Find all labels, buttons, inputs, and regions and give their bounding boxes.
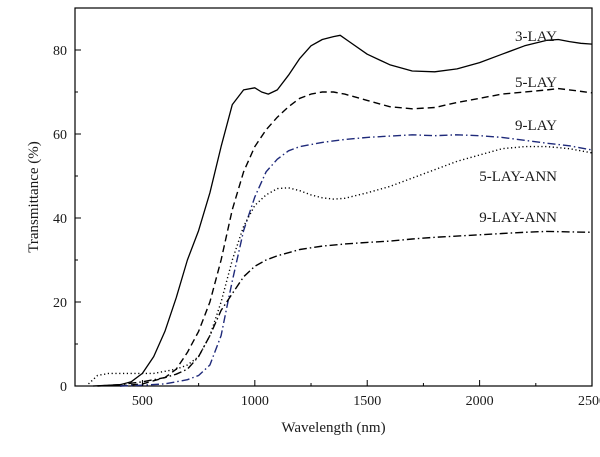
series-label-3-lay: 3-LAY xyxy=(515,29,557,45)
series-label-layer: 3-LAY 5-LAY 9-LAY 5-LAY-ANN 9-LAY-ANN xyxy=(479,29,557,226)
series-line-5-lay-ann xyxy=(88,145,593,385)
y-tick-label: 20 xyxy=(53,296,67,311)
x-tick-label: 500 xyxy=(132,394,153,409)
plot-frame xyxy=(74,7,593,387)
x-tick-label: 1500 xyxy=(353,394,381,409)
series-label-5-lay: 5-LAY xyxy=(515,75,557,91)
y-tick-label: 40 xyxy=(53,212,67,227)
y-tick-label: 80 xyxy=(53,44,67,59)
y-tick-label: 60 xyxy=(53,128,67,143)
y-tick-label: 0 xyxy=(60,380,67,395)
x-tick-label: 2000 xyxy=(466,394,494,409)
series-label-9-lay-ann: 9-LAY-ANN xyxy=(479,210,557,226)
x-tick-label: 1000 xyxy=(241,394,269,409)
series-line-9-lay xyxy=(119,134,593,387)
x-axis-title: Wavelength (nm) xyxy=(281,420,385,436)
series-line-3-lay xyxy=(92,34,593,387)
series-line-5-lay xyxy=(119,87,593,387)
series-layer xyxy=(88,34,593,387)
series-label-9-lay: 9-LAY xyxy=(515,118,557,134)
series-label-5-lay-ann: 5-LAY-ANN xyxy=(479,169,557,185)
y-axis-title: Transmittance (%) xyxy=(26,141,42,253)
series-line-9-lay-ann xyxy=(97,230,593,387)
